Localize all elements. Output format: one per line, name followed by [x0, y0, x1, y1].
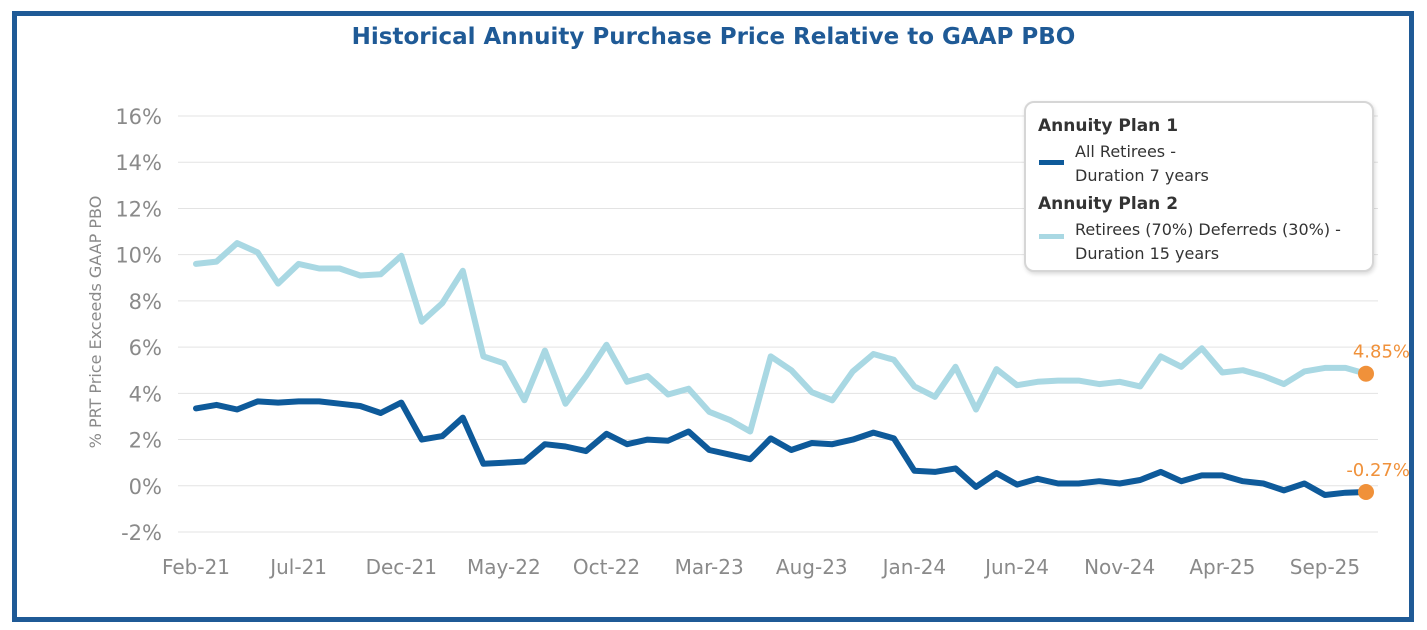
chart-legend: Annuity Plan 1 All Retirees - Duration 7… [1024, 101, 1374, 272]
x-tick-label: Nov-24 [1084, 555, 1155, 579]
chart-title: Historical Annuity Purchase Price Relati… [351, 24, 1076, 50]
series-line-2 [193, 240, 1369, 435]
end-marker-series-1 [1358, 484, 1374, 501]
end-value-label-series-2: 4.85% [1353, 342, 1410, 363]
x-tick-label: May-22 [467, 555, 541, 579]
y-tick-label: 16% [115, 105, 162, 129]
legend-item-plan-1-line-2: Duration 7 years [1075, 166, 1209, 185]
y-tick-label: 10% [115, 244, 162, 268]
x-tick-label: Oct-22 [573, 555, 640, 579]
x-tick-label: Apr-25 [1189, 555, 1255, 579]
y-tick-label: 14% [115, 151, 162, 175]
end-value-label-series-1: -0.27% [1346, 460, 1410, 481]
x-tick-label: Jun-24 [983, 555, 1049, 579]
end-marker-series-2 [1358, 365, 1374, 382]
series-line-1 [193, 398, 1369, 498]
x-tick-label: Dec-21 [366, 555, 437, 579]
x-tick-label: Feb-21 [162, 555, 230, 579]
legend-item-plan-2-line-2: Duration 15 years [1075, 244, 1220, 263]
y-tick-label: 2% [129, 429, 162, 453]
y-tick-label: 0% [129, 475, 162, 499]
x-tick-label: Jul-21 [268, 555, 327, 579]
legend-group-2-title: Annuity Plan 2 [1038, 194, 1179, 214]
x-tick-label: Jan-24 [881, 555, 947, 579]
y-axis-title: % PRT Price Exceeds GAAP PBO [86, 196, 105, 449]
legend-group-1-title: Annuity Plan 1 [1038, 116, 1179, 136]
y-tick-label: 6% [129, 336, 162, 360]
y-tick-label: 12% [115, 197, 162, 221]
legend-item-plan-2-line-1: Retirees (70%) Deferreds (30%) - [1075, 220, 1341, 239]
y-tick-label: 4% [129, 382, 162, 406]
y-tick-label: -2% [121, 521, 162, 545]
y-tick-label: 8% [129, 290, 162, 314]
x-tick-label: Aug-23 [776, 555, 848, 579]
x-tick-label: Sep-25 [1290, 555, 1360, 579]
x-tick-label: Mar-23 [675, 555, 744, 579]
legend-swatch-plan-1 [1039, 160, 1064, 165]
legend-swatch-plan-2 [1039, 234, 1064, 239]
legend-item-plan-1-line-1: All Retirees - [1075, 142, 1176, 161]
